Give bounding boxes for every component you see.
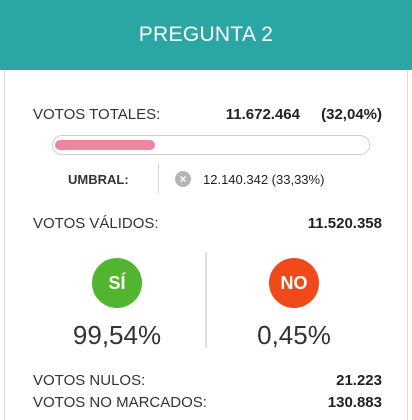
si-badge-label: SÍ xyxy=(108,272,126,293)
no-percentage: 0,45% xyxy=(257,320,331,350)
votos-no-marcados-value: 130.883 xyxy=(327,394,382,411)
votos-nulos-label: VOTOS NULOS: xyxy=(33,372,146,389)
results-panel xyxy=(4,70,408,420)
question-header: PREGUNTA 2 xyxy=(0,0,412,70)
umbral-label: UMBRAL: xyxy=(68,172,129,187)
votos-totales-value: 11.672.464 xyxy=(225,106,300,123)
question-title: PREGUNTA 2 xyxy=(138,23,274,46)
participation-progress-bar xyxy=(52,135,370,155)
umbral-value: 12.140.342 (33,33%) xyxy=(203,172,325,187)
options-divider xyxy=(205,252,207,348)
si-badge: SÍ xyxy=(92,258,142,308)
votos-totales-label: VOTOS TOTALES: xyxy=(33,106,161,123)
votos-totales-pct: (32,04%) xyxy=(321,106,382,123)
no-badge: NO xyxy=(269,258,319,308)
votos-nulos-value: 21.223 xyxy=(336,372,382,389)
participation-progress-fill xyxy=(55,140,155,150)
si-percentage: 99,54% xyxy=(72,320,162,350)
no-badge-label: NO xyxy=(280,272,308,293)
votos-no-marcados-label: VOTOS NO MARCADOS: xyxy=(33,394,207,411)
votos-validos-label: VOTOS VÁLIDOS: xyxy=(33,215,159,232)
umbral-divider xyxy=(158,163,159,193)
x-circle-icon: × xyxy=(175,171,191,187)
votos-validos-value: 11.520.358 xyxy=(307,215,382,232)
